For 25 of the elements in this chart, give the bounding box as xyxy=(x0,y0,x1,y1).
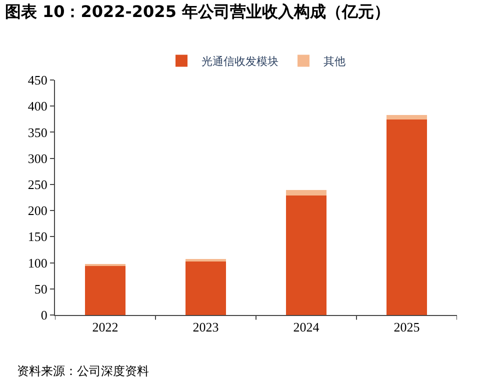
bar xyxy=(386,120,427,315)
y-tick-label: 300 xyxy=(28,150,48,166)
y-tick-label: 50 xyxy=(34,281,48,296)
legend-label: 光通信收发模块 xyxy=(202,55,278,68)
y-tick-label: 200 xyxy=(28,203,48,218)
y-tick-label: 150 xyxy=(28,229,48,244)
x-tick-label: 2024 xyxy=(293,320,320,335)
x-tick-label: 2025 xyxy=(394,320,420,335)
bar xyxy=(85,266,126,315)
y-tick-label: 0 xyxy=(40,308,48,323)
y-tick-label: 450 xyxy=(28,72,48,88)
bar xyxy=(286,190,326,196)
x-tick-label: 2022 xyxy=(92,320,118,335)
bar xyxy=(186,259,226,262)
y-tick-label: 100 xyxy=(28,255,48,270)
chart-title: 图表 10：2022-2025 年公司营业收入构成（亿元） xyxy=(4,2,390,21)
y-tick-label: 250 xyxy=(28,176,48,192)
bar xyxy=(186,262,226,315)
bar xyxy=(386,114,427,120)
legend-label: 其他 xyxy=(324,55,346,68)
bar xyxy=(286,195,326,315)
text: 资料来源：公司深度资料 xyxy=(17,364,149,378)
y-tick-label: 350 xyxy=(28,124,48,140)
y-tick-label: 400 xyxy=(28,98,48,114)
x-tick-label: 2023 xyxy=(192,320,219,335)
